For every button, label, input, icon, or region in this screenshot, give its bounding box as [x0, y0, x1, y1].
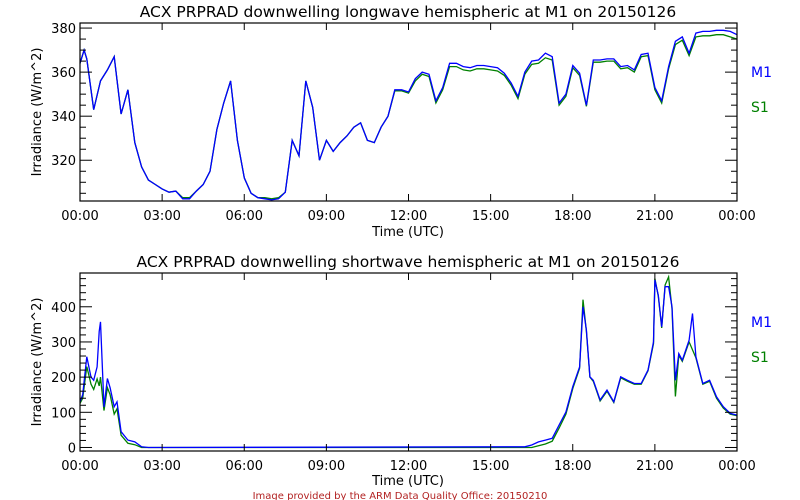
y-tick-label-longwave: 320	[51, 154, 76, 169]
y-tick-label-longwave: 360	[51, 66, 76, 81]
x-tick-label-shortwave: 03:00	[143, 459, 180, 474]
legend-m1-longwave: M1	[751, 65, 772, 81]
y-tick-label-shortwave: 200	[51, 371, 76, 386]
y-axis-label-longwave: Irradiance (W/m^2)	[30, 48, 45, 177]
y-tick-label-shortwave: 0	[68, 441, 76, 456]
series-line-s1-shortwave	[79, 274, 738, 449]
x-tick-label-longwave: 03:00	[143, 209, 180, 224]
x-tick-label-longwave: 09:00	[308, 209, 345, 224]
x-tick-label-longwave: 06:00	[226, 209, 263, 224]
x-tick-label-shortwave: 00:00	[718, 459, 755, 474]
x-axis-label-longwave: Time (UTC)	[371, 225, 444, 240]
y-axis-label-shortwave: Irradiance (W/m^2)	[30, 298, 45, 427]
series-line-m1-longwave	[79, 29, 738, 201]
x-tick-label-longwave: 12:00	[390, 209, 427, 224]
footer-credit: Image provided by the ARM Data Quality O…	[253, 491, 548, 500]
x-tick-label-longwave: 00:00	[61, 209, 98, 224]
x-axis-label-shortwave: Time (UTC)	[371, 474, 444, 489]
chart-title-shortwave: ACX PRPRAD downwelling shortwave hemisph…	[137, 253, 680, 271]
x-tick-label-shortwave: 09:00	[308, 459, 345, 474]
x-tick-label-shortwave: 06:00	[226, 459, 263, 474]
y-tick-label-longwave: 340	[51, 110, 76, 125]
series-line-m1-shortwave	[79, 279, 738, 449]
x-tick-label-shortwave: 18:00	[554, 459, 591, 474]
x-tick-label-shortwave: 21:00	[636, 459, 673, 474]
series-line-s1-longwave	[79, 34, 738, 200]
x-tick-label-longwave: 00:00	[718, 209, 755, 224]
plot-frame-shortwave	[79, 272, 738, 452]
x-tick-label-shortwave: 15:00	[472, 459, 509, 474]
plot-frame-longwave	[79, 22, 738, 202]
chart-title-longwave: ACX PRPRAD downwelling longwave hemisphe…	[140, 3, 677, 21]
y-tick-label-shortwave: 300	[51, 336, 76, 351]
y-tick-label-shortwave: 400	[51, 301, 76, 316]
legend-s1-longwave: S1	[751, 100, 769, 116]
y-tick-label-longwave: 380	[51, 22, 76, 37]
x-tick-label-longwave: 15:00	[472, 209, 509, 224]
x-tick-label-shortwave: 12:00	[390, 459, 427, 474]
x-tick-label-shortwave: 00:00	[61, 459, 98, 474]
legend-s1-shortwave: S1	[751, 350, 769, 366]
x-tick-label-longwave: 21:00	[636, 209, 673, 224]
x-tick-label-longwave: 18:00	[554, 209, 591, 224]
y-tick-label-shortwave: 100	[51, 406, 76, 421]
legend-m1-shortwave: M1	[751, 315, 772, 331]
